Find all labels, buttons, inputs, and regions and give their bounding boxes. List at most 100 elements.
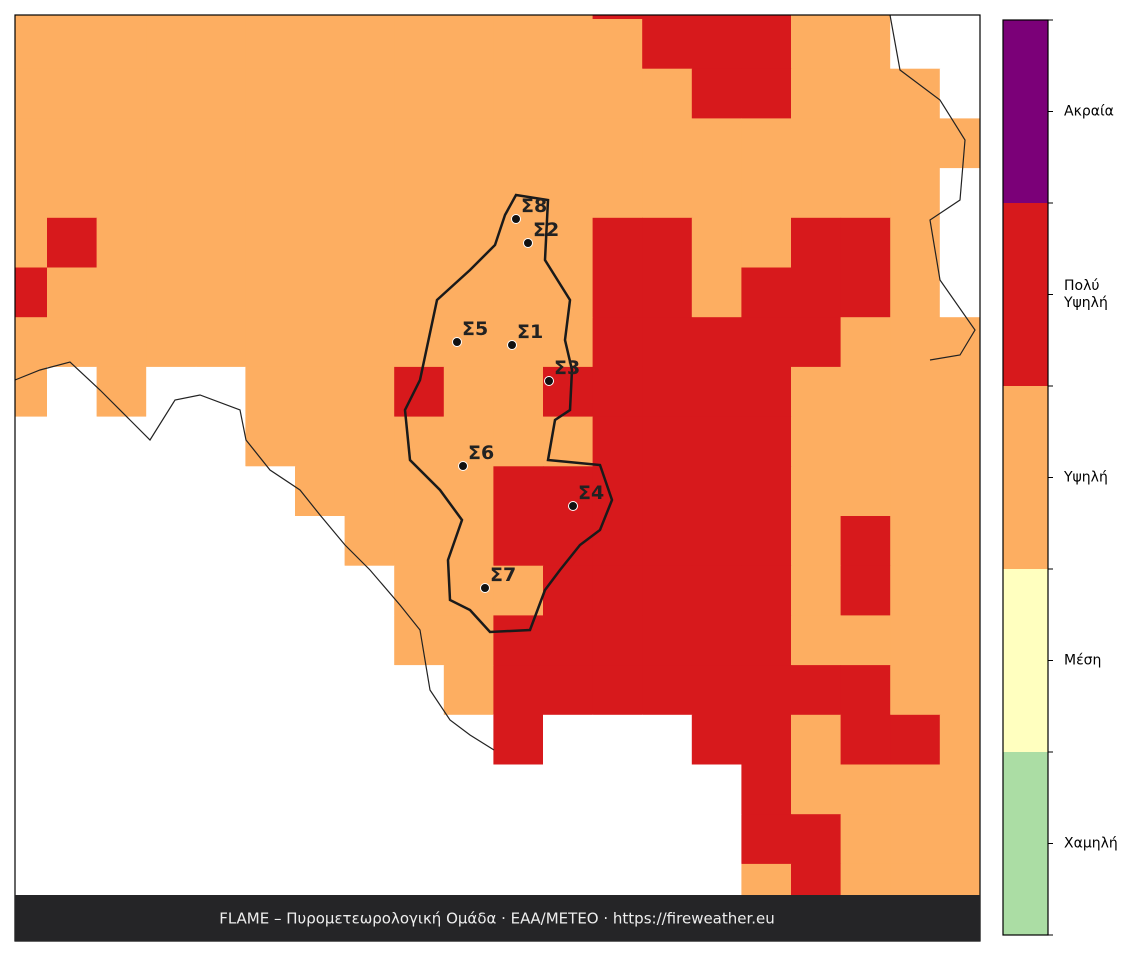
grid-cell: [493, 516, 544, 567]
grid-cell: [493, 863, 544, 896]
grid-cell: [691, 814, 742, 865]
grid-cell: [890, 366, 941, 418]
grid-cell: [195, 764, 246, 815]
grid-cell: [493, 118, 544, 169]
grid-cell: [47, 565, 98, 616]
grid-cell: [295, 416, 346, 467]
grid-cell: [890, 317, 941, 368]
grid-cell: [691, 168, 742, 219]
grid-cell: [543, 714, 594, 765]
grid-cell: [890, 168, 941, 219]
grid-cell: [245, 15, 296, 20]
grid-cell: [741, 863, 792, 896]
grid-cell: [245, 217, 296, 268]
grid-cell: [741, 15, 792, 20]
grid-cell: [15, 516, 48, 567]
grid-cell: [394, 814, 445, 865]
grid-cell: [15, 366, 48, 418]
grid-cell: [741, 565, 792, 616]
grid-cell: [47, 615, 98, 666]
grid-cell: [344, 863, 395, 896]
grid-cell: [146, 615, 197, 666]
grid-cell: [195, 714, 246, 765]
grid-cell: [691, 565, 742, 616]
grid-cell: [146, 68, 197, 119]
grid-cell: [344, 615, 395, 666]
grid-cell: [543, 565, 594, 616]
grid-cell: [443, 416, 494, 467]
grid-cell: [245, 615, 296, 666]
grid-cell: [195, 217, 246, 268]
grid-cell: [592, 366, 643, 418]
colorbar-segment: [1003, 20, 1048, 203]
grid-cell: [791, 615, 842, 666]
grid-cell: [394, 68, 445, 119]
grid-cell: [47, 217, 98, 268]
colorbar-label: Μέση: [1064, 652, 1102, 668]
grid-cell: [840, 615, 891, 666]
station-marker: [507, 340, 517, 350]
grid-cell: [295, 466, 346, 517]
grid-cell: [47, 317, 98, 368]
grid-cell: [741, 714, 792, 765]
grid-cell: [493, 814, 544, 865]
grid-cell: [691, 19, 742, 70]
grid-cell: [592, 466, 643, 517]
grid-cell: [245, 764, 296, 815]
grid-cell: [47, 466, 98, 517]
grid-cell: [543, 764, 594, 815]
grid-cell: [295, 714, 346, 765]
grid-cell: [939, 366, 981, 418]
grid-cell: [791, 714, 842, 765]
grid-cell: [195, 19, 246, 70]
grid-cell: [443, 366, 494, 418]
station-label: Σ6: [468, 442, 494, 464]
grid-cell: [543, 217, 594, 268]
grid-cell: [195, 863, 246, 896]
grid-cell: [146, 764, 197, 815]
grid-cell: [840, 466, 891, 517]
grid-cell: [245, 665, 296, 716]
grid-cell: [15, 565, 48, 616]
grid-cell: [592, 217, 643, 268]
grid-cell: [295, 366, 346, 418]
grid-cell: [47, 764, 98, 815]
grid-cell: [394, 19, 445, 70]
grid-cell: [840, 366, 891, 418]
grid-cell: [96, 516, 147, 567]
grid-cell: [791, 863, 842, 896]
grid-cell: [15, 814, 48, 865]
grid-cell: [939, 19, 981, 70]
grid-cell: [592, 317, 643, 368]
grid-cell: [543, 118, 594, 169]
colorbar-label: Χαμηλή: [1064, 835, 1118, 851]
grid-cell: [295, 118, 346, 169]
grid-cell: [543, 366, 594, 418]
grid-cell: [15, 68, 48, 119]
grid-cell: [15, 615, 48, 666]
grid-cell: [592, 68, 643, 119]
grid-cell: [840, 665, 891, 716]
grid-cell: [146, 15, 197, 20]
grid-cell: [791, 416, 842, 467]
grid-cell: [592, 15, 643, 20]
grid-cell: [890, 615, 941, 666]
grid-cell: [344, 416, 395, 467]
grid-cell: [840, 565, 891, 616]
grid-cell: [394, 366, 445, 418]
grid-cell: [890, 565, 941, 616]
grid-cell: [939, 416, 981, 467]
grid-cell: [443, 267, 494, 318]
grid-cell: [146, 416, 197, 467]
grid-cell: [394, 217, 445, 268]
grid-cell: [443, 863, 494, 896]
grid-cell: [890, 764, 941, 815]
grid-cell: [47, 665, 98, 716]
grid-cell: [96, 565, 147, 616]
stations: Σ1 Σ2 Σ3 Σ4 Σ5 Σ6 Σ7 Σ8: [452, 195, 604, 593]
grid-cell: [146, 19, 197, 70]
grid-cell: [642, 565, 693, 616]
grid-cell: [443, 68, 494, 119]
grid-cell: [15, 15, 48, 20]
